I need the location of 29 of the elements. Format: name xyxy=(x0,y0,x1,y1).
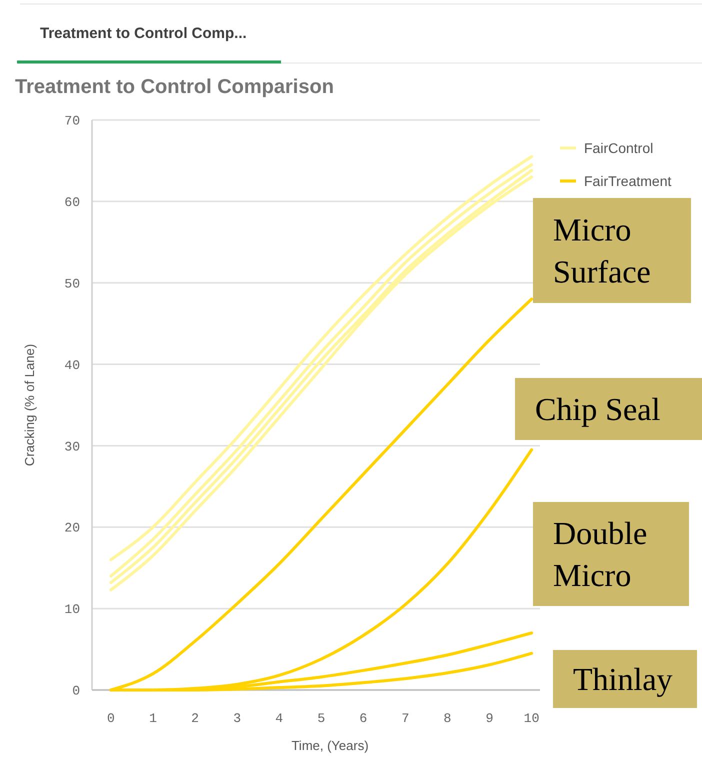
x-tick-label: 9 xyxy=(486,711,494,726)
x-tick-label: 5 xyxy=(317,711,326,726)
y-tick-label: 40 xyxy=(64,358,80,373)
x-axis-title: Time, (Years) xyxy=(291,738,369,753)
text: Double Micro xyxy=(553,515,648,594)
y-axis-title: Cracking (% of Lane) xyxy=(22,344,37,466)
text: Micro Surface xyxy=(553,212,651,290)
x-tick-label: 1 xyxy=(149,711,158,726)
x-tick-label: 0 xyxy=(107,711,115,726)
y-tick-label: 30 xyxy=(64,439,80,454)
y-tick-label: 0 xyxy=(72,684,80,699)
chart-title: Treatment to Control Comparison xyxy=(15,76,334,98)
legend-label: FairControl xyxy=(584,140,654,156)
chart-subtitle: Treatment to Control Comp... xyxy=(40,25,247,42)
legend-label: FairTreatment xyxy=(584,172,672,189)
x-tick-label: 2 xyxy=(191,711,199,726)
x-tick-label: 4 xyxy=(275,711,284,726)
y-tick-label: 70 xyxy=(64,114,80,129)
y-tick-label: 50 xyxy=(64,276,80,292)
y-tick-label: 10 xyxy=(64,602,80,618)
x-tick-label: 3 xyxy=(233,711,242,726)
text: Thinlay xyxy=(573,661,673,698)
x-tick-label: 8 xyxy=(444,711,452,726)
x-tick-label: 7 xyxy=(401,711,410,726)
x-tick-label: 10 xyxy=(524,711,540,726)
annotation: Chip Seal xyxy=(535,391,660,428)
y-tick-label: 20 xyxy=(64,520,80,536)
y-tick-label: 60 xyxy=(64,194,80,210)
x-tick-label: 6 xyxy=(359,711,368,726)
